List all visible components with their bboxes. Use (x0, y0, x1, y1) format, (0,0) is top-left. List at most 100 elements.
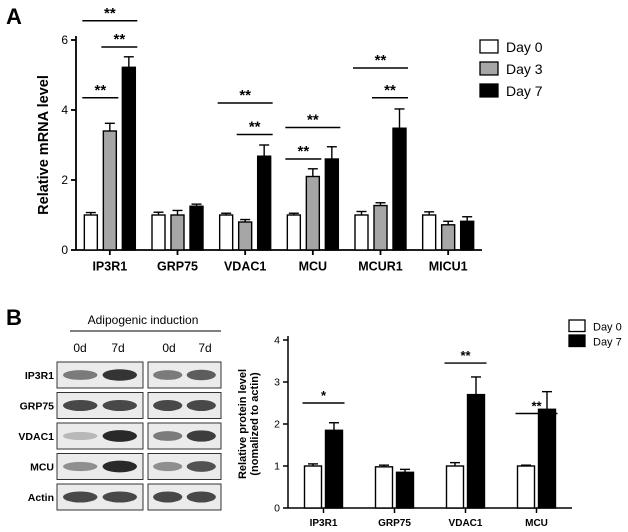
blot-band (186, 430, 216, 442)
legend-swatch (479, 61, 499, 76)
legend-swatch (479, 83, 499, 98)
lane-label: 7d (111, 341, 124, 355)
protein-label: GRP75 (20, 401, 55, 413)
bar (324, 158, 340, 251)
significance-marker: ** (460, 348, 471, 363)
significance-marker: ** (375, 52, 387, 69)
blot-band (63, 431, 98, 441)
x-tick-label: IP3R1 (92, 260, 127, 274)
blot-band (63, 461, 98, 472)
blot-band (102, 400, 137, 411)
blot-band (186, 491, 216, 503)
significance-marker: ** (249, 119, 261, 136)
bar (537, 408, 557, 509)
blot-band (63, 400, 98, 411)
significance-marker: * (321, 388, 327, 403)
blot-band (63, 491, 98, 503)
y-tick-label: 4 (274, 335, 280, 347)
bar (392, 127, 407, 251)
blot-band (102, 369, 137, 381)
blot-band (186, 369, 216, 381)
bar (237, 221, 253, 251)
bar (151, 214, 166, 251)
blot-band (63, 370, 98, 380)
chart-b: 0 1 2 3 4 Relative protein level(nomalized to… (237, 319, 622, 529)
y-tick-label: 0 (274, 503, 280, 515)
bar (324, 429, 344, 509)
legend-swatch (568, 319, 586, 333)
lane-label: 0d (162, 341, 175, 355)
blot-band (153, 461, 183, 472)
x-tick-label: MCU (299, 260, 327, 274)
blot-band (102, 430, 137, 442)
x-tick-label: IP3R1 (310, 518, 338, 529)
bar (421, 214, 437, 251)
significance-marker: ** (113, 31, 125, 48)
y-axis-label: Relative mRNA level (36, 75, 52, 215)
x-tick-label: MCU (525, 518, 548, 529)
protein-label: MCU (30, 462, 54, 474)
x-tick-label: GRP75 (157, 260, 198, 274)
bar (445, 465, 465, 509)
panel-a-label: A (6, 4, 22, 29)
bar (189, 205, 204, 251)
bar (256, 155, 272, 251)
bar (440, 224, 456, 251)
legend-label: Day 7 (593, 337, 622, 349)
significance-marker: ** (384, 82, 396, 99)
y-tick-label: 4 (61, 103, 68, 117)
bar (395, 471, 415, 509)
blot-band (153, 370, 183, 380)
legend-label: Day 3 (506, 61, 543, 77)
bar (466, 393, 486, 509)
protein-label: VDAC1 (18, 431, 54, 443)
bar (374, 466, 394, 509)
blot-band (186, 400, 216, 411)
x-tick-label: GRP75 (378, 518, 411, 529)
significance-marker: ** (94, 82, 106, 99)
y-tick-label: 6 (61, 33, 68, 47)
protein-label: IP3R1 (25, 370, 54, 382)
bar (516, 465, 536, 509)
lane-label: 7d (198, 341, 211, 355)
blot-band (153, 491, 183, 503)
blot-band (186, 461, 216, 472)
legend-label: Day 0 (593, 322, 622, 334)
y-tick-label: 2 (61, 173, 68, 187)
bar (459, 220, 475, 251)
bar (354, 214, 369, 251)
y-tick-label: 0 (61, 243, 68, 257)
blot-band (153, 431, 183, 441)
blot-header: Adipogenic induction (88, 313, 199, 327)
significance-marker: ** (307, 112, 319, 129)
bar (218, 214, 234, 251)
legend-swatch (568, 334, 586, 348)
bar (170, 214, 185, 251)
legend-label: Day 7 (506, 83, 543, 99)
chart-a: 0 2 4 6 Relative mRNA level IP3R1 GRP75 VDAC1 MC… (36, 5, 543, 274)
bar (102, 130, 118, 251)
bar (83, 214, 99, 251)
bar (121, 66, 137, 251)
y-tick-label: 2 (274, 419, 280, 431)
x-tick-label: VDAC1 (449, 518, 483, 529)
y-axis-label: Relative protein level(nomalized to acti… (237, 369, 261, 479)
blot-band (153, 400, 183, 411)
lane-label: 0d (73, 341, 86, 355)
blot-band (102, 460, 137, 473)
bar (303, 465, 323, 509)
bar (305, 175, 321, 251)
significance-marker: ** (297, 143, 309, 160)
legend-label: Day 0 (506, 39, 543, 55)
bar (373, 204, 388, 251)
significance-marker: ** (239, 87, 251, 104)
x-tick-label: VDAC1 (224, 260, 266, 274)
x-tick-label: MICU1 (429, 260, 468, 274)
significance-marker: ** (104, 5, 116, 22)
bar (286, 214, 302, 251)
blot-band (102, 491, 137, 503)
protein-label: Actin (28, 492, 54, 504)
x-tick-label: MCUR1 (358, 260, 402, 274)
